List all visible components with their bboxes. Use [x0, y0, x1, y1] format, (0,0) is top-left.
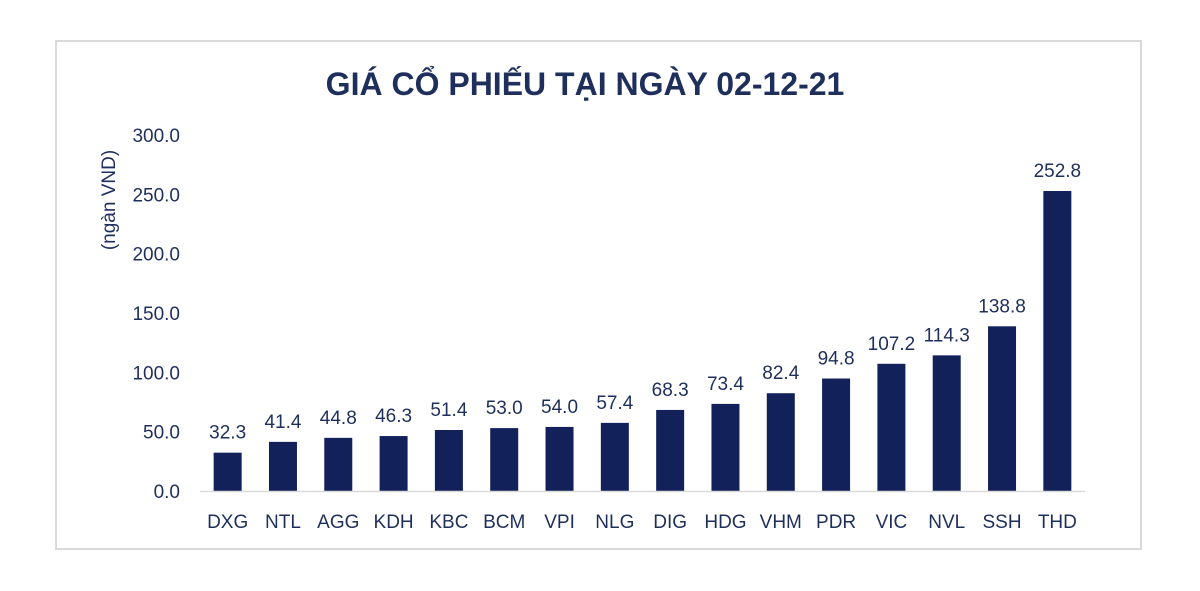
data-label-hdg: 73.4 [707, 374, 744, 395]
category-label-vhm: VHM [760, 512, 802, 533]
data-label-bcm: 53.0 [486, 398, 523, 419]
y-tick-label: 200.0 [132, 245, 180, 266]
data-label-agg: 44.8 [320, 408, 357, 429]
bar-hdg [711, 403, 740, 491]
bar-bcm [490, 428, 519, 491]
category-label-dig: DIG [653, 512, 687, 533]
bar-vic [877, 363, 906, 491]
category-label-nlg: NLG [595, 512, 634, 533]
category-label-vic: VIC [876, 512, 908, 533]
category-label-kbc: KBC [429, 512, 468, 533]
data-label-ssh: 138.8 [978, 296, 1026, 317]
data-label-vpi: 54.0 [541, 397, 578, 418]
category-label-hdg: HDG [704, 512, 746, 533]
data-label-ntl: 41.4 [264, 412, 301, 433]
y-tick-label: 300.0 [132, 126, 180, 147]
data-label-vhm: 82.4 [762, 363, 799, 384]
category-label-ssh: SSH [982, 512, 1021, 533]
data-label-vic: 107.2 [868, 334, 916, 355]
chart-title: GIÁ CỔ PHIẾU TẠI NGÀY 02-12-21 [326, 66, 845, 102]
category-label-ntl: NTL [265, 512, 301, 533]
bar-dig [656, 409, 685, 491]
category-label-kdh: KDH [374, 512, 414, 533]
y-tick-label: 50.0 [143, 423, 180, 444]
y-axis-label: (ngàn VND) [99, 150, 120, 250]
y-tick-label: 150.0 [132, 304, 180, 325]
bar-nvl [932, 355, 961, 491]
bar-ssh [988, 326, 1017, 491]
bar-dxg [213, 452, 242, 491]
category-label-nvl: NVL [928, 512, 965, 533]
bar-nlg [600, 422, 629, 491]
data-label-dig: 68.3 [652, 380, 689, 401]
y-tick-label: 100.0 [132, 363, 180, 384]
bar-pdr [822, 378, 851, 491]
y-tick-label: 250.0 [132, 185, 180, 206]
category-label-dxg: DXG [207, 512, 248, 533]
bar-vhm [766, 393, 795, 491]
category-label-vpi: VPI [544, 512, 575, 533]
data-label-thd: 252.8 [1034, 161, 1082, 182]
category-labels-group: DXG NTL AGG KDH KBC BCM VPI NLG DIG HDG VHM PDR VIC N… [207, 512, 1077, 533]
data-label-kbc: 51.4 [430, 400, 467, 421]
bar-thd [1043, 191, 1072, 491]
data-label-pdr: 94.8 [818, 349, 855, 370]
category-label-bcm: BCM [483, 512, 525, 533]
data-label-kdh: 46.3 [375, 406, 412, 427]
bars-group [213, 191, 1072, 491]
data-label-dxg: 32.3 [209, 423, 246, 444]
bar-kbc [434, 430, 463, 491]
category-label-agg: AGG [317, 512, 359, 533]
bar-ntl [268, 441, 297, 491]
category-label-thd: THD [1038, 512, 1077, 533]
bar-vpi [545, 426, 574, 491]
data-labels-group: 32.3 41.4 44.8 46.3 51.4 53.0 54.0 57.4 68.3 73.4… [209, 161, 1081, 444]
data-label-nvl: 114.3 [924, 325, 970, 346]
y-tick-label: 0.0 [154, 482, 180, 503]
category-label-pdr: PDR [816, 512, 856, 533]
bar-kdh [379, 436, 408, 491]
data-label-nlg: 57.4 [596, 393, 633, 414]
y-axis-ticks: 0.0 50.0 100.0 150.0 200.0 250.0 300.0 [132, 126, 180, 503]
bar-agg [324, 437, 353, 491]
